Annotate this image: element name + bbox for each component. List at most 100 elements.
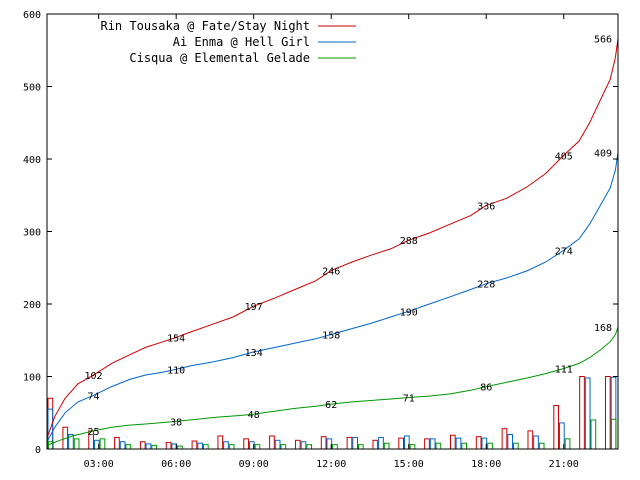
data-label: 336 <box>477 201 495 212</box>
hourly-bar <box>487 442 493 450</box>
data-label: 274 <box>555 246 573 257</box>
x-tick-label: 03:00 <box>84 459 114 470</box>
data-label: 228 <box>477 280 495 291</box>
x-tick-label: 15:00 <box>394 459 424 470</box>
y-tick-label: 100 <box>23 373 41 384</box>
data-label: 405 <box>555 151 573 162</box>
hourly-bar <box>202 444 209 450</box>
hourly-bar <box>501 428 508 450</box>
data-label: 154 <box>167 333 185 344</box>
series-line <box>46 327 619 446</box>
hourly-bar <box>320 436 327 450</box>
hourly-bar <box>424 438 430 450</box>
x-axis: 03:00 06:00 09:00 12:00 15:00 18:00 21:00 <box>84 14 579 470</box>
data-label: 111 <box>555 365 573 376</box>
hourly-bar <box>507 434 514 450</box>
hourly-bar <box>191 440 198 450</box>
hourly-bar <box>294 439 301 450</box>
x-tick-label: 21:00 <box>549 459 579 470</box>
data-label: 86 <box>480 383 492 394</box>
hourly-bar <box>533 435 539 450</box>
series-line <box>46 38 619 439</box>
hourly-bar <box>475 436 482 450</box>
hourly-bar <box>243 438 249 450</box>
hourly-bar <box>223 441 229 450</box>
plot-frame <box>46 13 619 450</box>
legend: Rin Tousaka @ Fate/Stay Night Ai Enma @ H… <box>100 19 356 65</box>
data-label: 102 <box>84 371 102 382</box>
data-label: 158 <box>322 330 340 341</box>
series-line <box>46 152 619 443</box>
data-label: 74 <box>87 391 99 402</box>
hourly-bar <box>300 441 307 450</box>
hourly-bar <box>610 376 617 450</box>
y-tick-label: 500 <box>23 83 41 94</box>
hourly-bar <box>564 438 571 450</box>
hourly-bar <box>429 438 436 450</box>
data-label: 246 <box>322 267 340 278</box>
data-label: 197 <box>245 302 263 313</box>
hourly-bar <box>513 442 519 450</box>
hourly-bar <box>139 441 146 450</box>
x-tick-label: 09:00 <box>239 459 269 470</box>
hourly-bar <box>228 444 235 450</box>
hourly-bar <box>274 439 281 450</box>
data-label: 71 <box>403 394 415 405</box>
hourly-bar <box>527 430 534 450</box>
hourly-bar <box>455 437 462 450</box>
hourly-bar <box>461 442 468 450</box>
y-tick-label: 400 <box>23 155 41 166</box>
hourly-bar <box>398 437 404 450</box>
hourly-bar <box>269 435 275 450</box>
cumulative-lines <box>46 38 619 446</box>
hourly-bar <box>579 376 585 450</box>
hourly-bar <box>197 442 203 450</box>
hourly-bar <box>538 442 545 450</box>
x-tick-label: 18:00 <box>471 459 501 470</box>
hourly-bar <box>119 441 126 450</box>
hourly-bar <box>610 418 617 450</box>
hourly-bar <box>383 442 390 450</box>
data-label: 409 <box>594 148 612 159</box>
data-label: 110 <box>167 365 185 376</box>
legend-label: Cisqua @ Elemental Gelade <box>129 51 310 65</box>
y-tick-label: 600 <box>23 10 41 21</box>
hourly-bar <box>165 441 172 450</box>
data-labels: 102 154 197 246 288 336 405 566 74 110 134 158 190 22… <box>84 35 612 438</box>
hourly-bar <box>372 439 379 450</box>
hourly-bar <box>409 444 416 450</box>
hourly-bar <box>590 419 597 450</box>
hourly-bar <box>346 436 353 450</box>
data-label: 25 <box>87 427 99 438</box>
x-tick-label: 06:00 <box>161 459 191 470</box>
hourly-bar <box>99 438 106 450</box>
hourly-bar <box>378 436 384 450</box>
y-tick-label: 200 <box>23 300 41 311</box>
data-label: 288 <box>400 236 418 247</box>
data-label: 190 <box>400 307 418 318</box>
data-label: 48 <box>248 410 260 421</box>
hourly-bar <box>449 434 456 450</box>
hourly-bar <box>435 442 442 450</box>
data-label: 566 <box>594 35 612 46</box>
hourly-bar <box>151 444 157 450</box>
y-tick-label: 300 <box>23 228 41 239</box>
hourly-bars <box>47 376 617 450</box>
y-axis: 0 100 200 300 400 500 600 <box>23 10 618 456</box>
legend-label: Rin Tousaka @ Fate/Stay Night <box>100 19 310 33</box>
hourly-bar <box>352 436 358 450</box>
hourly-bar <box>217 435 224 450</box>
data-label: 38 <box>170 417 182 428</box>
legend-label: Ai Enma @ Hell Girl <box>173 35 310 49</box>
data-label: 168 <box>594 323 612 334</box>
hourly-bar <box>254 444 261 450</box>
hourly-bar <box>306 444 313 450</box>
hourly-bar <box>73 438 80 450</box>
hourly-bar <box>145 443 152 450</box>
data-label: 62 <box>325 400 337 411</box>
hourly-bar <box>584 377 591 450</box>
hourly-bar <box>114 436 120 450</box>
hourly-bar <box>553 405 560 450</box>
hourly-bar <box>125 444 132 450</box>
